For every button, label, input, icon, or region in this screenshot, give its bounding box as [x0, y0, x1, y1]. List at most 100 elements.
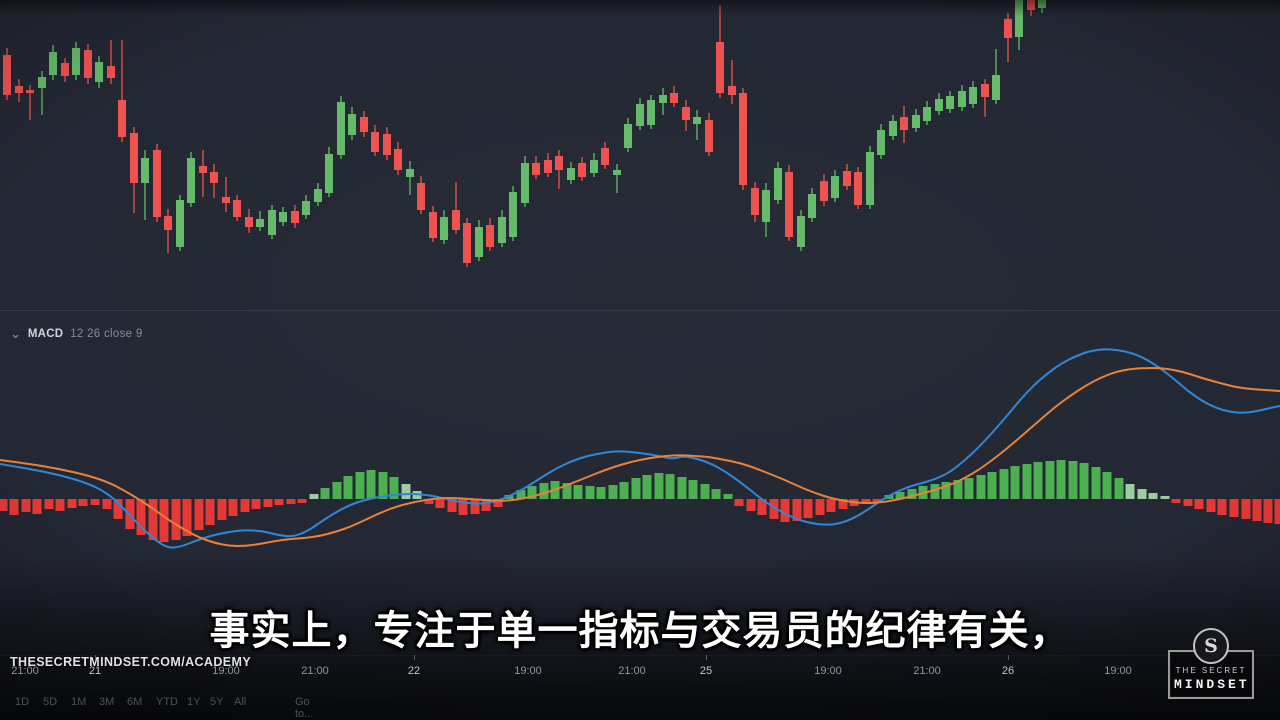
pane-divider[interactable]: [0, 310, 1280, 311]
macd-histogram-bar: [274, 499, 284, 505]
candle-body: [532, 163, 540, 175]
axis-tick: [414, 655, 415, 660]
candle-body: [877, 130, 885, 155]
macd-histogram-bar: [1102, 472, 1112, 499]
candle-body: [509, 192, 517, 237]
macd-histogram-bar: [309, 494, 319, 499]
range-button-1d[interactable]: 1D: [15, 696, 30, 708]
candle-body: [774, 168, 782, 200]
candle-body: [394, 149, 402, 170]
range-button-1m[interactable]: 1M: [71, 696, 87, 708]
macd-histogram-bar: [872, 499, 882, 502]
macd-histogram-bar: [1022, 464, 1032, 499]
macd-histogram-bar: [757, 499, 767, 515]
axis-date-label: 25: [699, 665, 713, 677]
candle-body: [935, 99, 943, 111]
macd-indicator-header[interactable]: ⌄ MACD 12 26 close 9: [10, 326, 143, 342]
axis-date-label: 22: [407, 665, 421, 677]
macd-histogram-bar: [769, 499, 779, 519]
range-button-5y[interactable]: 5Y: [210, 696, 224, 708]
range-button-6m[interactable]: 6M: [127, 696, 143, 708]
macd-histogram-bar: [665, 474, 675, 499]
macd-histogram-bar: [1241, 499, 1251, 519]
candle-body: [84, 50, 92, 78]
candle-body: [843, 171, 851, 186]
candle-body: [15, 86, 23, 93]
macd-histogram-bar: [780, 499, 790, 522]
macd-histogram-bar: [378, 472, 388, 499]
signal-line: [0, 366, 1280, 548]
chart-canvas[interactable]: [0, 0, 1280, 655]
macd-histogram-bar: [619, 482, 629, 499]
candle-body: [222, 197, 230, 203]
axis-tick: [1008, 655, 1009, 660]
macd-histogram-bar: [435, 499, 445, 508]
goto-button[interactable]: Go to...: [295, 696, 314, 720]
macd-histogram-bar: [113, 499, 123, 519]
candle-body: [854, 172, 862, 205]
candle-body: [578, 163, 586, 177]
macd-histogram-bar: [861, 499, 871, 504]
macd-histogram-bar: [1160, 496, 1170, 499]
range-button-all[interactable]: All: [234, 696, 247, 708]
macd-histogram-bar: [297, 499, 307, 503]
candle-body: [705, 120, 713, 152]
candle-body: [256, 219, 264, 227]
macd-histogram-bar: [332, 482, 342, 499]
chevron-down-icon[interactable]: ⌄: [10, 326, 21, 341]
macd-histogram-bar: [631, 478, 641, 499]
candle-body: [49, 52, 57, 75]
macd-histogram-bar: [907, 489, 917, 499]
candle-body: [992, 75, 1000, 100]
channel-logo: S THE SECRET MINDSET: [1168, 628, 1254, 699]
candle-body: [912, 115, 920, 128]
macd-histogram-bar: [1068, 461, 1078, 499]
macd-histogram-bar: [9, 499, 19, 515]
macd-histogram-bar: [447, 499, 457, 512]
candle-body: [1015, 0, 1023, 37]
candle-body: [693, 117, 701, 124]
candle-body: [889, 121, 897, 136]
candle-body: [670, 93, 678, 103]
range-button-3m[interactable]: 3M: [99, 696, 115, 708]
candle-body: [141, 158, 149, 183]
macd-histogram-bar: [1125, 484, 1135, 499]
range-button-5d[interactable]: 5D: [43, 696, 58, 708]
candle-body: [486, 225, 494, 247]
macd-histogram-bar: [964, 478, 974, 499]
candle-body: [26, 90, 34, 93]
range-button-ytd[interactable]: YTD: [156, 696, 178, 708]
macd-histogram-bar: [1137, 489, 1147, 499]
macd-histogram-bar: [953, 480, 963, 499]
macd-histogram-bar: [930, 484, 940, 499]
candle-body: [452, 210, 460, 230]
candle-body: [1027, 0, 1035, 10]
axis-time-label: 19:00: [1104, 665, 1132, 677]
macd-histogram-bar: [573, 485, 583, 499]
candle-body: [567, 168, 575, 180]
candle-body: [969, 87, 977, 104]
macd-histogram-bar: [1263, 499, 1273, 523]
candle-body: [360, 117, 368, 132]
macd-histogram-bar: [654, 473, 664, 499]
axis-time-label: 21:00: [913, 665, 941, 677]
candle-body: [130, 133, 138, 183]
macd-histogram-bar: [320, 488, 330, 499]
candle-body: [808, 194, 816, 218]
macd-line: [0, 348, 1280, 549]
candle-body: [751, 188, 759, 215]
candle-body: [647, 100, 655, 125]
macd-histogram-bar: [746, 499, 756, 511]
candle-body: [153, 150, 161, 217]
candle-body: [716, 42, 724, 93]
macd-histogram-bar: [171, 499, 181, 540]
range-button-1y[interactable]: 1Y: [187, 696, 201, 708]
macd-histogram-bar: [148, 499, 158, 540]
candle-body: [164, 216, 172, 230]
axis-tick: [95, 655, 96, 660]
macd-histogram-bar: [1206, 499, 1216, 512]
candle-body: [475, 227, 483, 257]
indicator-params: 12 26 close 9: [70, 328, 143, 340]
axis-time-label: 19:00: [814, 665, 842, 677]
macd-histogram-bar: [987, 472, 997, 499]
